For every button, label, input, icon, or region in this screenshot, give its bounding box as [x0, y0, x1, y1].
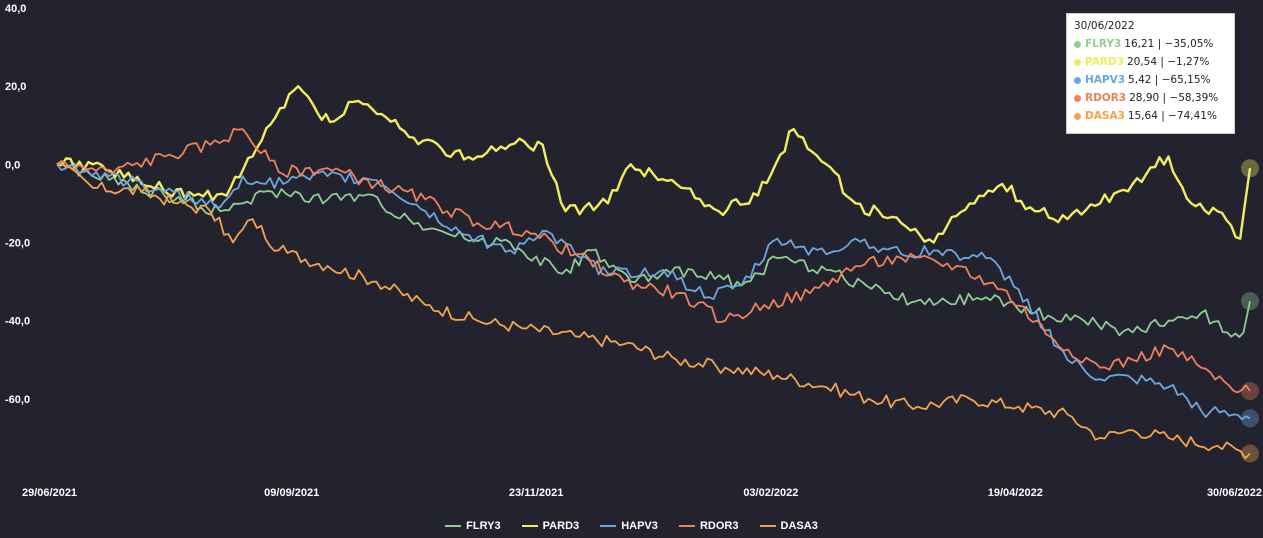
y-tick-label: 0,0	[5, 159, 20, 171]
legend-label: HAPV3	[621, 520, 658, 532]
legend-item-hapv3[interactable]: HAPV3	[600, 520, 658, 532]
legend-item-rdor3[interactable]: RDOR3	[678, 520, 739, 532]
series-line-hapv3	[56, 163, 1251, 421]
end-marker-pard3	[1241, 159, 1259, 178]
tooltip-series-value: 20,54 | −1,27%	[1126, 56, 1210, 68]
tooltip-series-value: 5,42 | −65,15%	[1128, 74, 1211, 86]
x-tick-label: 03/02/2022	[743, 487, 798, 499]
series-dot-icon	[1074, 58, 1081, 66]
tooltip-series-name: FLRY3	[1085, 38, 1122, 50]
legend-label: RDOR3	[699, 520, 739, 532]
x-tick-label: 09/09/2021	[264, 487, 319, 499]
y-tick-label: 20,0	[5, 81, 26, 93]
tooltip-series-value: 15,64 | −74,41%	[1127, 110, 1217, 122]
y-axis: 40,0 20,0 0,0 -20,0 -40,0 -60,0	[5, 3, 30, 406]
tooltip-series-value: 28,90 | −58,39%	[1129, 92, 1219, 104]
end-marker-rdor3	[1241, 382, 1259, 401]
end-markers	[1241, 159, 1259, 463]
x-axis: 29/06/2021 09/09/2021 23/11/2021 03/02/2022…	[22, 487, 1262, 499]
series-dot-icon	[1074, 94, 1081, 102]
tooltip-date: 30/06/2022	[1074, 20, 1135, 32]
tooltip-row-dasa3: DASA3 15,64 | −74,41%	[1074, 107, 1227, 125]
series-line-rdor3	[56, 128, 1251, 394]
y-tick-label: -40,0	[5, 316, 30, 328]
series-layer	[56, 85, 1252, 460]
end-marker-dasa3	[1241, 444, 1259, 463]
legend-line-icon	[521, 525, 538, 527]
series-line-dasa3	[57, 163, 1251, 460]
tooltip-series-name: DASA3	[1085, 110, 1125, 122]
y-tick-label: 40,0	[5, 3, 26, 15]
legend-label: FLRY3	[466, 520, 501, 532]
x-tick-label: 23/11/2021	[509, 487, 563, 499]
legend-label: DASA3	[780, 520, 818, 532]
series-line-pard3	[56, 85, 1252, 244]
legend-item-dasa3[interactable]: DASA3	[759, 520, 818, 532]
series-dot-icon	[1074, 40, 1081, 48]
tooltip-series-name: PARD3	[1085, 56, 1124, 68]
x-tick-label: 19/04/2022	[988, 487, 1043, 499]
legend: FLRY3 PARD3 HAPV3 RDOR3 DASA3	[0, 518, 1263, 532]
legend-line-icon	[445, 525, 462, 527]
end-marker-hapv3	[1241, 409, 1259, 428]
legend-item-flry3[interactable]: FLRY3	[445, 520, 501, 532]
y-tick-label: -20,0	[5, 238, 30, 250]
tooltip-series-name: RDOR3	[1085, 92, 1127, 104]
tooltip-row-rdor3: RDOR3 28,90 | −58,39%	[1074, 89, 1227, 107]
tooltip-row-hapv3: HAPV3 5,42 | −65,15%	[1074, 71, 1227, 89]
tooltip-series-value: 16,21 | −35,05%	[1124, 38, 1214, 50]
end-marker-flry3	[1241, 292, 1259, 311]
tooltip-row-flry3: FLRY3 16,21 | −35,05%	[1074, 35, 1227, 53]
y-tick-label: -60,0	[5, 394, 30, 406]
tooltip: 30/06/2022 FLRY3 16,21 | −35,05% PARD3 20,…	[1066, 13, 1235, 134]
legend-label: PARD3	[542, 520, 580, 532]
series-dot-icon	[1074, 76, 1081, 84]
x-tick-label: 29/06/2021	[22, 487, 77, 499]
series-line-flry3	[56, 160, 1251, 338]
legend-item-pard3[interactable]: PARD3	[521, 520, 580, 532]
x-tick-label: 30/06/2022	[1207, 487, 1262, 499]
legend-line-icon	[678, 525, 695, 527]
legend-line-icon	[600, 525, 617, 527]
series-dot-icon	[1074, 112, 1081, 120]
tooltip-series-name: HAPV3	[1085, 74, 1126, 86]
tooltip-row-pard3: PARD3 20,54 | −1,27%	[1074, 53, 1227, 71]
legend-line-icon	[759, 525, 776, 527]
